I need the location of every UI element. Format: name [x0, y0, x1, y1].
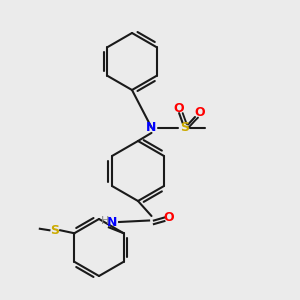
Text: N: N: [107, 215, 118, 229]
Text: O: O: [174, 102, 184, 115]
Text: O: O: [194, 106, 205, 119]
Text: S: S: [50, 224, 59, 237]
Text: N: N: [146, 121, 157, 134]
Text: H: H: [101, 215, 109, 226]
Text: O: O: [164, 211, 174, 224]
Text: S: S: [180, 121, 189, 134]
